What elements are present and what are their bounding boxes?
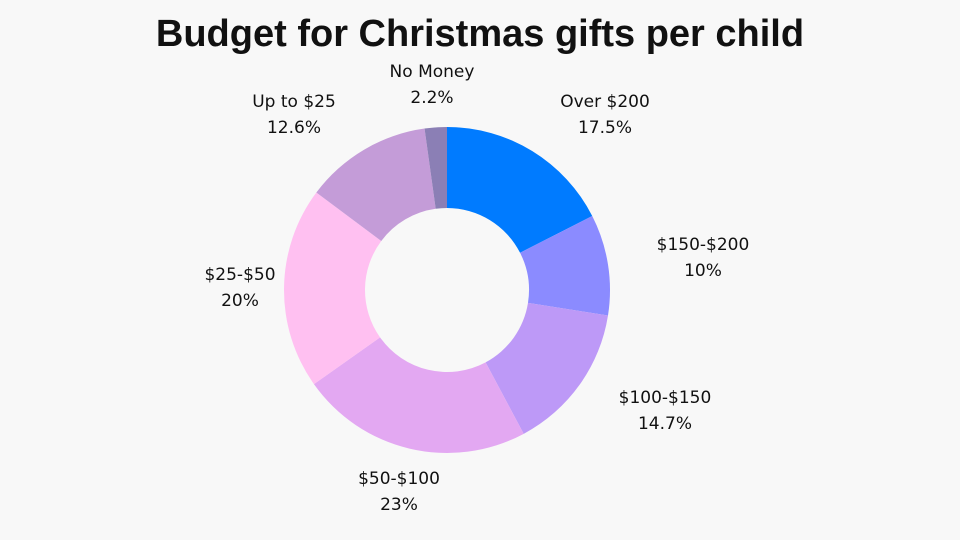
value-label: 20% xyxy=(221,291,259,311)
donut-slice xyxy=(316,128,436,241)
donut-slice xyxy=(283,192,382,385)
donut-slice xyxy=(313,337,524,453)
value-label: 23% xyxy=(380,495,418,515)
value-label: 14.7% xyxy=(638,414,692,434)
donut-slice xyxy=(485,302,608,434)
value-label: 12.6% xyxy=(267,118,321,138)
slice-label: $150-$200 xyxy=(657,235,750,255)
slice-label: $50-$100 xyxy=(358,469,440,489)
slice-label: $25-$50 xyxy=(204,265,275,285)
donut-slice xyxy=(447,127,593,253)
slice-label: Up to $25 xyxy=(252,92,336,112)
donut-slice xyxy=(424,127,447,209)
donut-slice xyxy=(520,215,611,316)
value-label: 10% xyxy=(684,261,722,281)
value-label: 2.2% xyxy=(410,88,453,108)
slice-label: Over $200 xyxy=(560,92,650,112)
value-label: 17.5% xyxy=(578,118,632,138)
slice-label: $100-$150 xyxy=(619,388,712,408)
slice-label: No Money xyxy=(390,62,475,82)
chart-title: Budget for Christmas gifts per child xyxy=(156,13,804,55)
